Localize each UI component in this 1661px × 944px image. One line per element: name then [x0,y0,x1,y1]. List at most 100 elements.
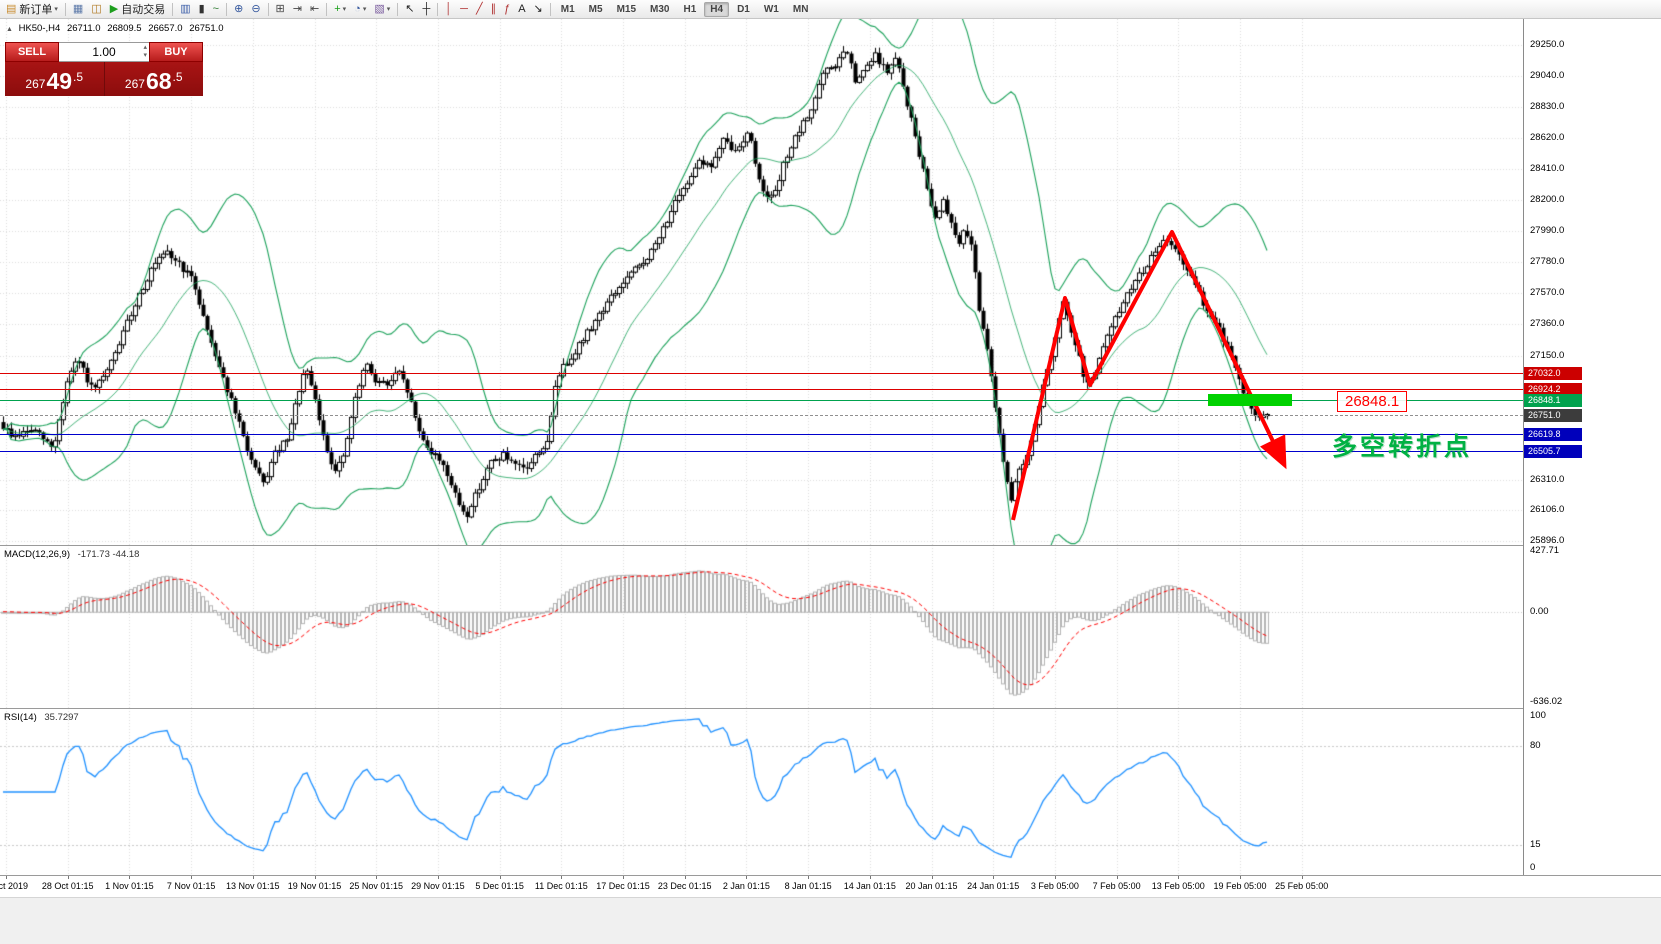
price-line-26751.0[interactable] [0,415,1523,416]
price-badge-26848.1: 26848.1 [1524,394,1582,408]
toolbar-separator [172,2,174,16]
date-tick [191,876,192,879]
turning-point-text[interactable]: 多空转折点 [1332,433,1473,461]
date-label: 5 Dec 01:15 [475,881,524,891]
panel-separator[interactable] [0,708,1661,709]
price-scale-label: 28830.0 [1530,101,1565,112]
rsi-canvas[interactable] [0,708,1523,875]
toolbar-separator [267,2,269,16]
price-line-27032.0[interactable] [0,373,1523,374]
market-watch-icon: ◫ [91,3,102,15]
main-chart-panel[interactable]: 26848.1 多空转折点 ▲ HK50-,H4 26711.0 26809.5… [0,19,1523,545]
date-tick [1302,876,1303,879]
macd-canvas[interactable] [0,545,1523,708]
rsi-label: RSI(14) 35.7297 [4,712,79,723]
channel-tool-button[interactable]: ∥ [487,0,501,18]
zoom-out-button[interactable]: ⊖ [247,0,264,18]
vertical-line-tool-button[interactable]: │ [441,0,456,18]
date-tick [993,876,994,879]
price-line-26924.2[interactable] [0,389,1523,390]
price-line-26619.8[interactable] [0,434,1523,435]
sell-price[interactable]: 267 49 .5 [5,62,105,96]
date-axis[interactable]: 2 Oct 2019 28 Oct 01:15 1 Nov 01:15 7 Nov 0… [0,875,1661,897]
cursor-tool-button[interactable]: ↖ [401,0,418,18]
buy-button[interactable]: BUY [149,42,203,62]
toolbar-separator [397,2,399,16]
timeframe-m1-button[interactable]: M1 [560,3,575,15]
date-tick [932,876,933,879]
timeframe-d1-button[interactable]: D1 [737,3,750,15]
timeframe-m15-button[interactable]: M15 [616,3,637,15]
price-line-26505.7[interactable] [0,451,1523,452]
dropdown-caret-icon: ▾ [386,6,391,13]
date-tick [438,876,439,879]
templates-button[interactable]: ▧ ▾ [370,0,394,18]
date-label: 13 Nov 01:15 [226,881,280,891]
price-line-26848.1[interactable] [0,400,1523,401]
horizontal-line-tool-button[interactable]: ─ [456,0,472,18]
price-scale-label: 27570.0 [1530,287,1565,299]
timeframe-m5-button[interactable]: M5 [588,3,603,15]
indicators-button[interactable]: + ▾ [330,0,350,18]
chart-screenshot-button[interactable]: ▦ [69,0,87,18]
volume-input[interactable]: 1.00 ▴ ▾ [59,42,149,62]
bar-chart-mode-button[interactable]: ▥ [176,0,194,18]
auto-trading-button[interactable]: ▶ 自动交易 [106,0,169,18]
timeframe-w1-button[interactable]: W1 [763,3,779,15]
price-scale[interactable]: 29250.0 29040.0 28830.0 28620.0 28410.0 28200… [1523,19,1661,875]
candlestick-mode-icon: ▮ [198,3,205,15]
rsi-panel[interactable]: RSI(14) 35.7297 [0,708,1523,875]
timeframe-m30-button[interactable]: M30 [650,3,670,15]
date-label: 19 Nov 01:15 [287,881,342,891]
crosshair-tool-icon: ┼ [422,3,431,15]
candlestick-chart-canvas[interactable] [0,19,1523,545]
timeframe-h1-button[interactable]: H1 [683,3,697,15]
date-tick [746,876,747,879]
rsi-scale-label: 0 [1530,862,1536,873]
chart-shift-button[interactable]: ⇤ [306,0,323,18]
date-label: 25 Feb 05:00 [1275,881,1329,891]
new-order-button[interactable]: ▤ 新订单 ▾ [2,0,62,18]
line-chart-mode-button[interactable]: ~ [209,0,223,18]
trendline-tool-button[interactable]: ╱ [472,0,487,18]
symbol-ohlc-bar: ▲ HK50-,H4 26711.0 26809.5 26657.0 26751… [6,23,228,34]
arrows-tool-button[interactable]: ↘ [530,0,547,18]
market-watch-button[interactable]: ◫ [87,0,105,18]
panel-separator[interactable] [0,545,1661,546]
trendline-tool-icon: ╱ [475,3,483,15]
volume-up-icon[interactable]: ▴ [143,44,147,51]
rsi-scale-label: 80 [1530,740,1541,752]
date-tick [685,876,686,879]
buy-price-big: 68 [145,68,172,94]
date-label: 28 Oct 01:15 [41,881,94,891]
macd-name: MACD(12,26,9) [4,549,70,560]
volume-down-icon[interactable]: ▾ [143,52,147,59]
fibonacci-tool-button[interactable]: ƒ [500,0,514,18]
price-level-label[interactable]: 26848.1 [1337,391,1408,412]
text-tool-button[interactable]: A [514,0,529,18]
macd-panel[interactable]: MACD(12,26,9) -171.73 -44.18 [0,545,1523,708]
date-tick [1055,876,1056,879]
date-tick [623,876,624,879]
date-tick [253,876,254,879]
auto-scroll-button[interactable]: ⇥ [289,0,306,18]
date-label: 8 Jan 01:15 [784,881,832,891]
buy-price[interactable]: 267 68 .5 [105,62,204,96]
timeframe-mn-button[interactable]: MN [792,3,809,15]
tile-windows-button[interactable]: ⊞ [272,0,289,18]
periods-button[interactable]: ◔ ▾ [350,0,370,18]
candlestick-mode-button[interactable]: ▮ [195,0,209,18]
timeframe-h4-button[interactable]: H4 [704,1,730,17]
date-label: 23 Dec 01:15 [657,881,712,891]
crosshair-tool-button[interactable]: ┼ [418,0,434,18]
rsi-name: RSI(14) [4,712,37,723]
price-badge-26619.8: 26619.8 [1524,427,1582,441]
support-highlight-bar[interactable] [1208,394,1292,406]
horizontal-lines-layer [0,19,1523,545]
zoom-in-button[interactable]: ⊕ [230,0,247,18]
sell-button[interactable]: SELL [5,42,59,62]
ohlc-low: 26657.0 [148,23,183,34]
price-badge-26751.0: 26751.0 [1524,408,1582,422]
arrows-tool-icon: ↘ [533,3,543,15]
